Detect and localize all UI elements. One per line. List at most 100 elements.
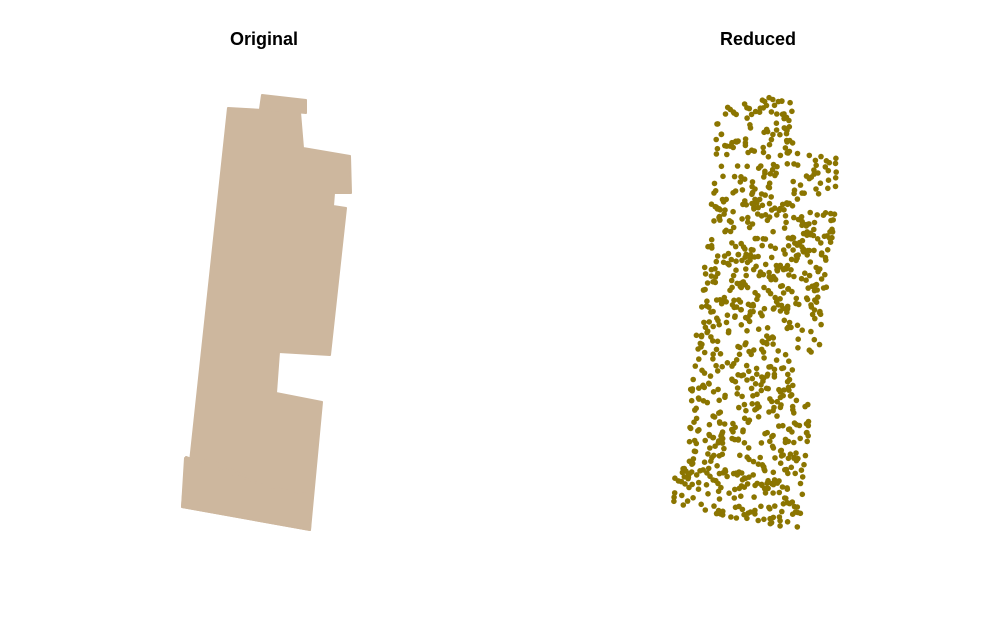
reduced-point bbox=[740, 427, 746, 433]
reduced-point bbox=[736, 469, 742, 475]
reduced-point bbox=[773, 120, 780, 126]
reduced-point bbox=[760, 349, 767, 355]
reduced-point bbox=[732, 314, 738, 321]
reduced-point bbox=[681, 474, 688, 480]
reduced-point bbox=[716, 321, 722, 328]
reduced-point bbox=[712, 188, 719, 194]
reduced-point bbox=[776, 489, 783, 496]
reduced-point bbox=[785, 371, 791, 378]
reduced-point bbox=[743, 272, 749, 279]
reduced-point bbox=[714, 145, 721, 152]
reduced-point bbox=[743, 202, 750, 208]
reduced-point bbox=[734, 385, 741, 391]
reduced-point bbox=[742, 254, 748, 260]
reduced-point bbox=[753, 365, 760, 372]
reduced-point bbox=[693, 405, 699, 412]
reduced-point bbox=[730, 224, 737, 231]
reduced-point bbox=[727, 228, 734, 235]
reduced-point bbox=[738, 307, 744, 313]
reduced-point bbox=[767, 363, 774, 370]
reduced-point bbox=[794, 322, 801, 329]
original-title: Original bbox=[229, 29, 298, 49]
reduced-point bbox=[687, 425, 694, 432]
reduced-point bbox=[710, 389, 717, 395]
reduced-point bbox=[764, 217, 771, 224]
reduced-point bbox=[731, 297, 737, 304]
reduced-point bbox=[723, 227, 729, 234]
reduced-point bbox=[817, 180, 824, 186]
reduced-point bbox=[785, 384, 792, 391]
reduced-point bbox=[706, 304, 712, 311]
reduced-point bbox=[690, 376, 696, 383]
reduced-point bbox=[749, 191, 755, 198]
reduced-point bbox=[689, 386, 696, 392]
reduced-point bbox=[743, 407, 749, 414]
reduced-point bbox=[712, 443, 718, 450]
reduced-point bbox=[764, 429, 770, 436]
reduced-point bbox=[705, 491, 711, 497]
reduced-point bbox=[797, 480, 804, 487]
reduced-point bbox=[738, 372, 745, 379]
reduced-point bbox=[815, 191, 822, 197]
reduced-point bbox=[716, 410, 722, 416]
reduced-point bbox=[807, 259, 814, 265]
reduced-point bbox=[779, 484, 786, 490]
reduced-point bbox=[773, 298, 780, 305]
reduced-point bbox=[789, 288, 795, 295]
reduced-point bbox=[710, 351, 716, 358]
reduced-point bbox=[742, 136, 749, 142]
reduced-point bbox=[766, 200, 773, 207]
reduced-point bbox=[803, 173, 810, 179]
reduced-point bbox=[701, 264, 708, 271]
reduced-point bbox=[773, 127, 780, 133]
reduced-point bbox=[785, 286, 791, 292]
reduced-point bbox=[741, 401, 748, 408]
reduced-point bbox=[788, 267, 794, 273]
reduced-point bbox=[745, 301, 752, 308]
reduced-point bbox=[747, 122, 753, 128]
reduced-point bbox=[761, 174, 767, 180]
reduced-point bbox=[713, 297, 720, 303]
reduced-point bbox=[767, 243, 774, 249]
reduced-point bbox=[708, 309, 714, 315]
reduced-point bbox=[742, 314, 749, 321]
reduced-point bbox=[799, 218, 805, 225]
reduced-point bbox=[732, 504, 739, 511]
reduced-point bbox=[732, 486, 738, 493]
reduced-point bbox=[752, 407, 758, 413]
reduced-point bbox=[739, 187, 746, 193]
reduced-point bbox=[767, 515, 773, 522]
reduced-point bbox=[802, 452, 809, 459]
reduced-point bbox=[721, 253, 728, 259]
reduced-point bbox=[812, 315, 818, 322]
original-shape bbox=[181, 94, 352, 531]
reduced-point bbox=[793, 421, 800, 428]
reduced-point bbox=[804, 438, 810, 445]
reduced-point bbox=[692, 363, 699, 369]
reduced-point bbox=[794, 162, 801, 168]
reduced-point bbox=[798, 467, 805, 474]
reduced-point bbox=[750, 458, 757, 465]
reduced-point bbox=[733, 111, 739, 118]
reduced-point bbox=[833, 155, 839, 162]
reduced-point bbox=[726, 490, 732, 497]
reduced-point bbox=[734, 391, 740, 397]
reduced-point bbox=[770, 131, 776, 138]
reduced-point bbox=[765, 184, 772, 190]
reduced-point bbox=[785, 243, 792, 249]
reduced-point bbox=[724, 151, 730, 158]
reduced-point bbox=[744, 284, 751, 291]
reduced-point bbox=[711, 218, 717, 224]
reduced-point bbox=[724, 312, 731, 319]
reduced-point bbox=[750, 303, 757, 309]
reduced-point bbox=[751, 347, 757, 353]
reduced-point bbox=[712, 274, 719, 280]
reduced-point bbox=[728, 277, 735, 284]
reduced-point bbox=[820, 212, 827, 218]
reduced-point bbox=[791, 273, 797, 280]
reduced-point bbox=[762, 236, 769, 242]
reduced-point bbox=[782, 467, 788, 473]
reduced-point bbox=[787, 393, 794, 399]
reduced-point bbox=[715, 317, 721, 324]
reduced-point bbox=[738, 284, 745, 291]
